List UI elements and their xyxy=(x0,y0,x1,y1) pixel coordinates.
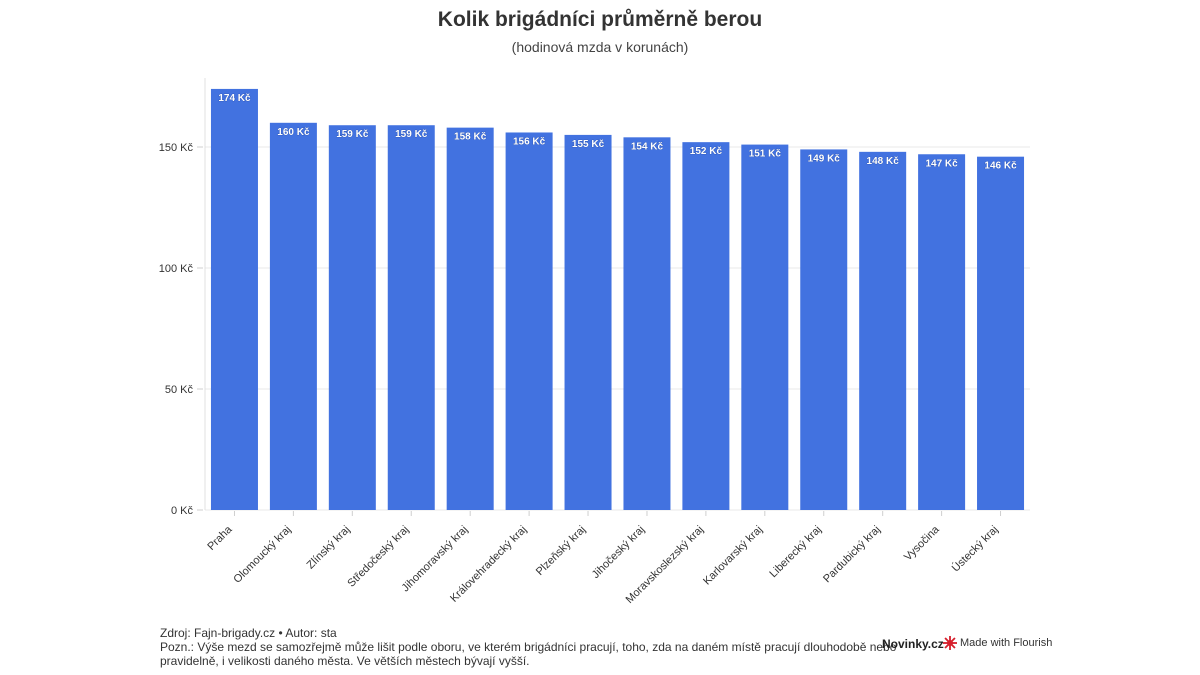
bar[interactable] xyxy=(977,156,1025,510)
flourish-credit-link[interactable]: Made with Flourish xyxy=(943,636,1052,650)
bar[interactable] xyxy=(210,88,258,511)
x-category-label: Olomoucký kraj xyxy=(231,524,293,586)
chart-footer: Zdroj: Fajn-brigady.cz • Autor: sta Pozn… xyxy=(160,626,897,668)
bar[interactable] xyxy=(328,125,376,510)
bar[interactable] xyxy=(564,134,612,510)
x-category-label: Středočeský kraj xyxy=(345,524,411,590)
x-category-label: Zlínský kraj xyxy=(305,524,353,572)
x-category-label: Pardubický kraj xyxy=(821,524,883,586)
flourish-credit-text: Made with Flourish xyxy=(960,637,1053,649)
y-tick-label: 150 Kč xyxy=(159,142,194,154)
y-tick-label: 0 Kč xyxy=(171,505,194,517)
chart-subtitle: (hodinová mzda v korunách) xyxy=(511,39,689,55)
bar-value-label: 152 Kč xyxy=(690,146,723,157)
bar-value-label: 151 Kč xyxy=(749,149,782,160)
bar[interactable] xyxy=(859,151,907,510)
x-category-label: Plzeňský kraj xyxy=(534,524,588,578)
note-line-2: pravidelně, i velikosti daného města. Ve… xyxy=(160,654,530,668)
bar[interactable] xyxy=(623,137,671,510)
x-category-label: Jihočeský kraj xyxy=(590,524,647,581)
flourish-logo-icon xyxy=(943,636,957,650)
x-category-label: Liberecký kraj xyxy=(767,524,823,580)
bar-chart: 0 Kč 50 Kč 100 Kč 150 Kč 174 Kč Praha 160 Kč Ol… xyxy=(159,78,1030,606)
y-tick-label: 100 Kč xyxy=(159,263,194,275)
bar[interactable] xyxy=(387,125,435,510)
bar[interactable] xyxy=(446,127,494,510)
x-category-label: Karlovarský kraj xyxy=(701,524,765,588)
bar-value-label: 147 Kč xyxy=(925,158,958,169)
bar-value-label: 156 Kč xyxy=(513,136,546,147)
x-category-label: Ústecký kraj xyxy=(949,523,1001,575)
bar-value-label: 174 Kč xyxy=(218,93,251,104)
x-category-label: Vysočina xyxy=(902,523,942,563)
bar-value-label: 155 Kč xyxy=(572,139,605,150)
brand-logo[interactable]: Novinky.cz xyxy=(882,637,944,651)
y-tick-label: 50 Kč xyxy=(165,384,194,396)
bar[interactable] xyxy=(682,142,730,510)
chart-title: Kolik brigádníci průměrně berou xyxy=(437,8,763,31)
bar-value-label: 158 Kč xyxy=(454,132,487,143)
bar-value-label: 149 Kč xyxy=(808,153,841,164)
bar-value-label: 154 Kč xyxy=(631,141,664,152)
x-category-label: Praha xyxy=(205,523,235,553)
bar[interactable] xyxy=(505,132,553,511)
note-line-1: Pozn.: Výše mezd se samozřejmě může liši… xyxy=(160,640,897,654)
bar[interactable] xyxy=(741,144,789,510)
bar[interactable] xyxy=(269,122,317,511)
bar[interactable] xyxy=(918,154,966,510)
bar-value-label: 159 Kč xyxy=(395,129,428,140)
bar-value-label: 146 Kč xyxy=(984,161,1017,172)
source-text: Zdroj: Fajn-brigady.cz • Autor: sta xyxy=(160,626,337,640)
bar-value-label: 159 Kč xyxy=(336,129,369,140)
bar-value-label: 160 Kč xyxy=(277,127,310,138)
bar-value-label: 148 Kč xyxy=(867,156,900,167)
bar[interactable] xyxy=(800,149,848,511)
